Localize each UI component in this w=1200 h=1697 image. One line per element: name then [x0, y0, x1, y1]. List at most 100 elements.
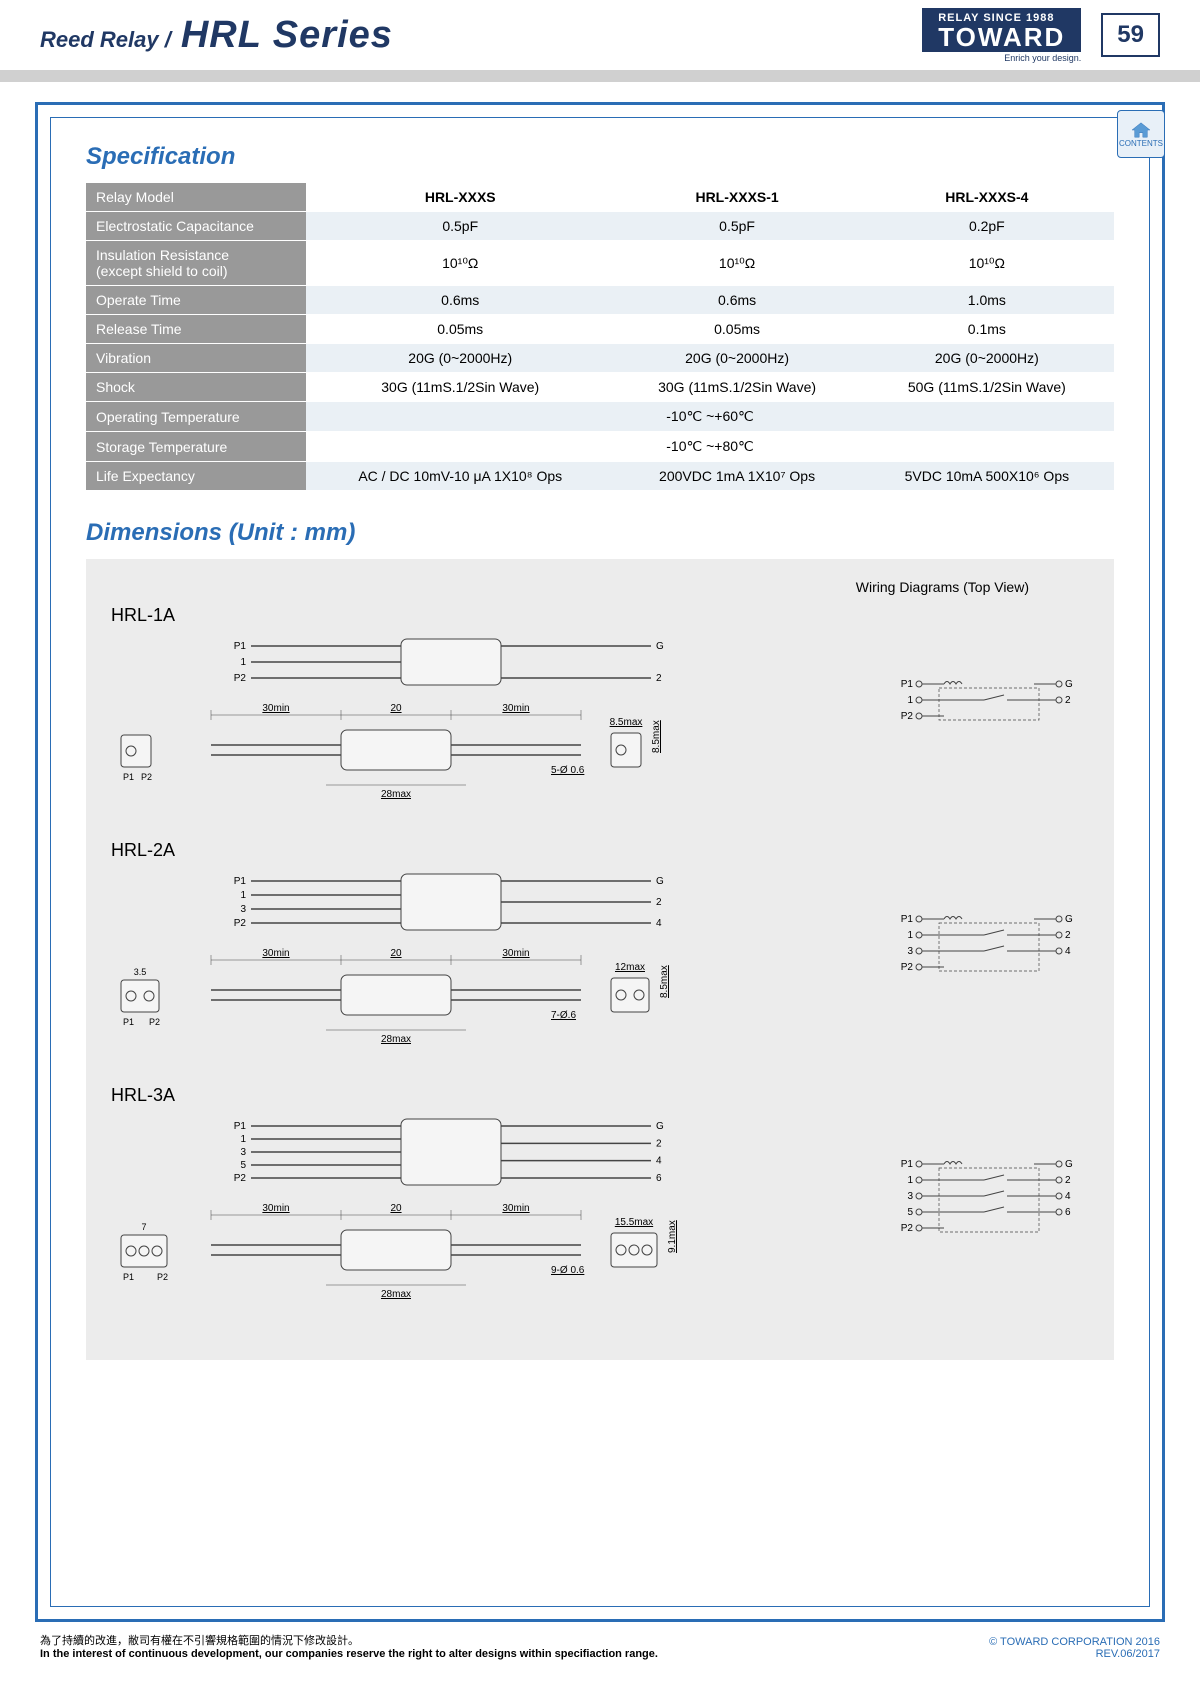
spec-row-label: Vibration	[86, 344, 306, 373]
content-frame: CONTENTS Specification Relay ModelHRL-XX…	[35, 102, 1165, 1622]
svg-text:1: 1	[907, 930, 913, 941]
model-block: HRL-1A P11P2G2 P1P230min2030min28max5-Ø …	[111, 605, 1089, 810]
svg-text:6: 6	[656, 1173, 662, 1184]
spec-cell: 10¹⁰Ω	[614, 241, 859, 286]
svg-text:P1: P1	[901, 914, 914, 925]
spec-cell: -10℃ ~+80℃	[306, 432, 1114, 462]
model-name: HRL-2A	[111, 840, 1089, 861]
svg-text:7-Ø.6: 7-Ø.6	[551, 1010, 576, 1021]
spec-cell: 30G (11mS.1/2Sin Wave)	[614, 373, 859, 402]
spec-cell: 20G (0~2000Hz)	[614, 344, 859, 373]
svg-text:P1: P1	[123, 1017, 134, 1027]
side-view-diagram: 3.5 P1 P2 30min 20 30min 28max 7-Ø.6 12max 8.5max	[111, 940, 811, 1050]
svg-text:4: 4	[1065, 946, 1071, 957]
svg-text:P2: P2	[141, 772, 152, 782]
svg-text:20: 20	[390, 948, 402, 959]
spec-cell: 10¹⁰Ω	[306, 241, 614, 286]
svg-text:P1: P1	[123, 1272, 134, 1282]
svg-text:P2: P2	[157, 1272, 168, 1282]
svg-text:30min: 30min	[502, 948, 529, 959]
svg-text:20: 20	[390, 1203, 402, 1214]
svg-text:6: 6	[1065, 1207, 1071, 1218]
wiring-diagram: P113P2G24	[889, 909, 1089, 983]
page-footer: 為了持續的改進，敝司有權在不引響規格範圍的情況下修改設計。 In the int…	[0, 1632, 1200, 1670]
svg-text:G: G	[656, 641, 664, 652]
svg-text:2: 2	[656, 897, 662, 908]
svg-text:1: 1	[240, 657, 246, 668]
svg-text:9-Ø 0.6: 9-Ø 0.6	[551, 1265, 585, 1276]
spec-row-label: Electrostatic Capacitance	[86, 212, 306, 241]
divider-band	[0, 70, 1200, 82]
svg-text:28max: 28max	[381, 1289, 411, 1300]
svg-text:P2: P2	[234, 673, 247, 684]
svg-text:30min: 30min	[262, 948, 289, 959]
spec-cell: 20G (0~2000Hz)	[860, 344, 1114, 373]
spec-cell: 50G (11mS.1/2Sin Wave)	[860, 373, 1114, 402]
spec-header-model: HRL-XXXS-4	[860, 183, 1114, 212]
model-name: HRL-3A	[111, 1085, 1089, 1106]
dims-title: Dimensions (Unit : mm)	[86, 519, 1114, 547]
page-header: Reed Relay / HRL Series RELAY SINCE 1988…	[0, 0, 1200, 70]
svg-text:20: 20	[390, 703, 402, 714]
spec-cell: 30G (11mS.1/2Sin Wave)	[306, 373, 614, 402]
spec-cell: 200VDC 1mA 1X10⁷ Ops	[614, 462, 859, 491]
spec-row-label: Insulation Resistance (except shield to …	[86, 241, 306, 286]
svg-text:3.5: 3.5	[134, 967, 147, 977]
svg-text:8.5max: 8.5max	[659, 965, 670, 998]
svg-text:4: 4	[656, 918, 662, 929]
svg-text:P1: P1	[901, 1159, 914, 1170]
spec-cell: 0.2pF	[860, 212, 1114, 241]
svg-text:12max: 12max	[615, 962, 645, 973]
svg-text:5-Ø 0.6: 5-Ø 0.6	[551, 765, 585, 776]
contents-label: CONTENTS	[1119, 139, 1163, 148]
svg-text:1: 1	[907, 695, 913, 706]
svg-text:2: 2	[656, 1138, 662, 1149]
spec-row-label: Operate Time	[86, 286, 306, 315]
revision: REV.06/2017	[989, 1648, 1160, 1660]
spec-row-label: Shock	[86, 373, 306, 402]
svg-text:4: 4	[656, 1156, 662, 1167]
side-view-diagram: 7P1P230min2030min28max9-Ø 0.615.5max9.1m…	[111, 1195, 811, 1305]
spec-row-label: Operating Temperature	[86, 402, 306, 432]
spec-cell: 1.0ms	[860, 286, 1114, 315]
svg-text:G: G	[656, 1121, 664, 1132]
svg-text:P1: P1	[234, 1121, 247, 1132]
spec-header-model: HRL-XXXS-1	[614, 183, 859, 212]
brand-logo: RELAY SINCE 1988 TOWARD	[922, 8, 1081, 52]
footer-note-en: In the interest of continuous developmen…	[40, 1648, 658, 1660]
svg-text:30min: 30min	[502, 703, 529, 714]
svg-text:P2: P2	[901, 1223, 914, 1234]
spec-cell: -10℃ ~+60℃	[306, 402, 1114, 432]
top-view-diagram: P1135P2G246	[191, 1114, 711, 1190]
svg-text:1: 1	[240, 1134, 246, 1145]
svg-text:9.1max: 9.1max	[667, 1220, 678, 1253]
spec-cell: 0.5pF	[306, 212, 614, 241]
svg-text:3: 3	[907, 1191, 913, 1202]
spec-cell: 0.5pF	[614, 212, 859, 241]
svg-text:P2: P2	[901, 962, 914, 973]
svg-text:4: 4	[1065, 1191, 1071, 1202]
top-view-diagram: P11P2G2	[191, 634, 711, 690]
svg-text:8.5max: 8.5max	[610, 717, 643, 728]
svg-text:2: 2	[1065, 930, 1071, 941]
svg-text:30min: 30min	[262, 1203, 289, 1214]
svg-text:15.5max: 15.5max	[615, 1217, 653, 1228]
wiring-label: Wiring Diagrams (Top View)	[111, 579, 1089, 595]
model-block: HRL-3A P1135P2G246 7P1P230min2030min28ma…	[111, 1085, 1089, 1310]
svg-text:30min: 30min	[262, 703, 289, 714]
svg-text:8.5max: 8.5max	[651, 720, 662, 753]
svg-text:2: 2	[656, 673, 662, 684]
svg-text:G: G	[1065, 679, 1073, 690]
svg-text:P1: P1	[234, 876, 247, 887]
svg-text:P2: P2	[149, 1017, 160, 1027]
dims-area: Wiring Diagrams (Top View) HRL-1A P11P2G…	[86, 559, 1114, 1360]
spec-cell: 5VDC 10mA 500X10⁶ Ops	[860, 462, 1114, 491]
svg-text:G: G	[656, 876, 664, 887]
spec-title: Specification	[86, 143, 1114, 171]
svg-text:P1: P1	[123, 772, 134, 782]
svg-text:3: 3	[240, 1147, 246, 1158]
svg-text:G: G	[1065, 914, 1073, 925]
spec-cell: 0.05ms	[614, 315, 859, 344]
svg-text:28max: 28max	[381, 1034, 411, 1045]
contents-tab[interactable]: CONTENTS	[1117, 110, 1165, 158]
